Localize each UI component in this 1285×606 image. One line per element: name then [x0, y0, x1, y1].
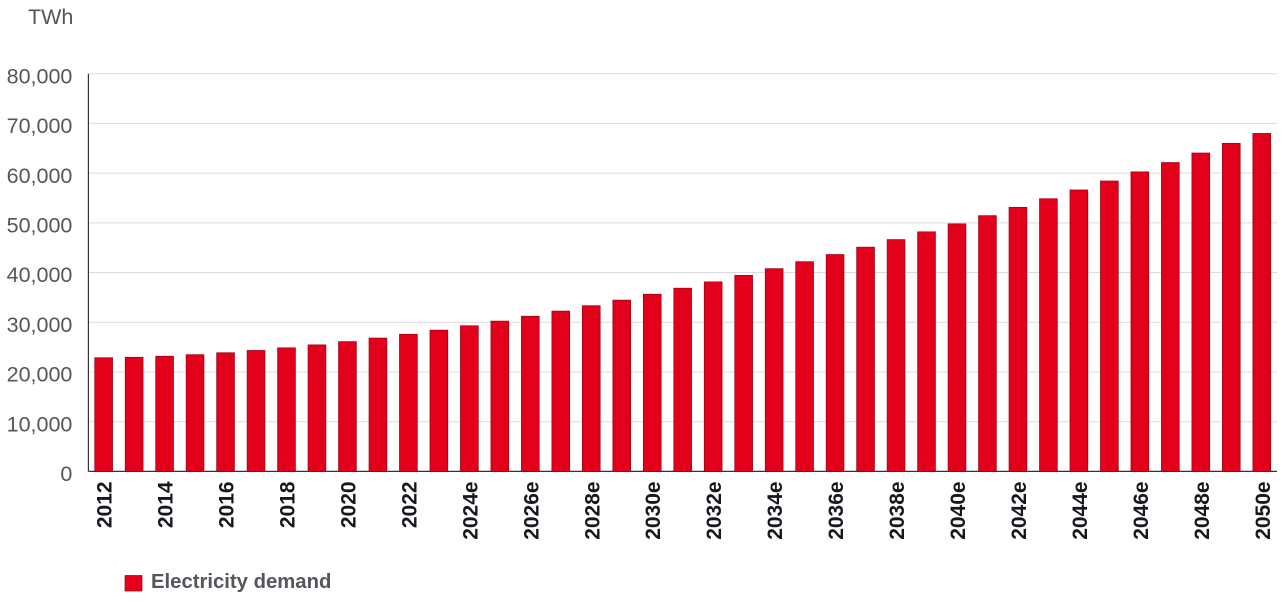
svg-text:TWh: TWh — [28, 5, 73, 29]
svg-text:2046e: 2046e — [1130, 481, 1153, 539]
svg-text:2036e: 2036e — [825, 481, 848, 539]
svg-text:10,000: 10,000 — [7, 412, 73, 436]
svg-text:2014: 2014 — [155, 481, 178, 528]
svg-text:2026e: 2026e — [520, 481, 543, 539]
svg-text:2044e: 2044e — [1069, 481, 1092, 539]
svg-text:20,000: 20,000 — [7, 363, 73, 387]
svg-text:30,000: 30,000 — [7, 313, 73, 337]
svg-text:2020: 2020 — [337, 481, 360, 528]
svg-text:2048e: 2048e — [1191, 481, 1214, 539]
svg-text:2034e: 2034e — [764, 481, 787, 539]
svg-text:40,000: 40,000 — [7, 263, 73, 287]
svg-text:80,000: 80,000 — [7, 64, 73, 88]
svg-text:2032e: 2032e — [703, 481, 726, 539]
svg-text:2016: 2016 — [216, 481, 239, 528]
svg-text:60,000: 60,000 — [7, 164, 73, 188]
svg-text:2038e: 2038e — [886, 481, 909, 539]
svg-text:2028e: 2028e — [581, 481, 604, 539]
svg-text:2018: 2018 — [277, 481, 300, 528]
svg-text:2012: 2012 — [94, 481, 117, 528]
svg-text:2030e: 2030e — [642, 481, 665, 539]
svg-text:2040e: 2040e — [947, 481, 970, 539]
svg-text:0: 0 — [60, 462, 72, 486]
svg-text:2022: 2022 — [398, 481, 421, 528]
svg-text:Electricity demand: Electricity demand — [151, 571, 331, 593]
svg-text:2050e: 2050e — [1252, 481, 1275, 539]
svg-text:70,000: 70,000 — [7, 114, 73, 138]
svg-text:50,000: 50,000 — [7, 214, 73, 238]
svg-text:2042e: 2042e — [1008, 481, 1031, 539]
svg-text:2024e: 2024e — [459, 481, 482, 539]
